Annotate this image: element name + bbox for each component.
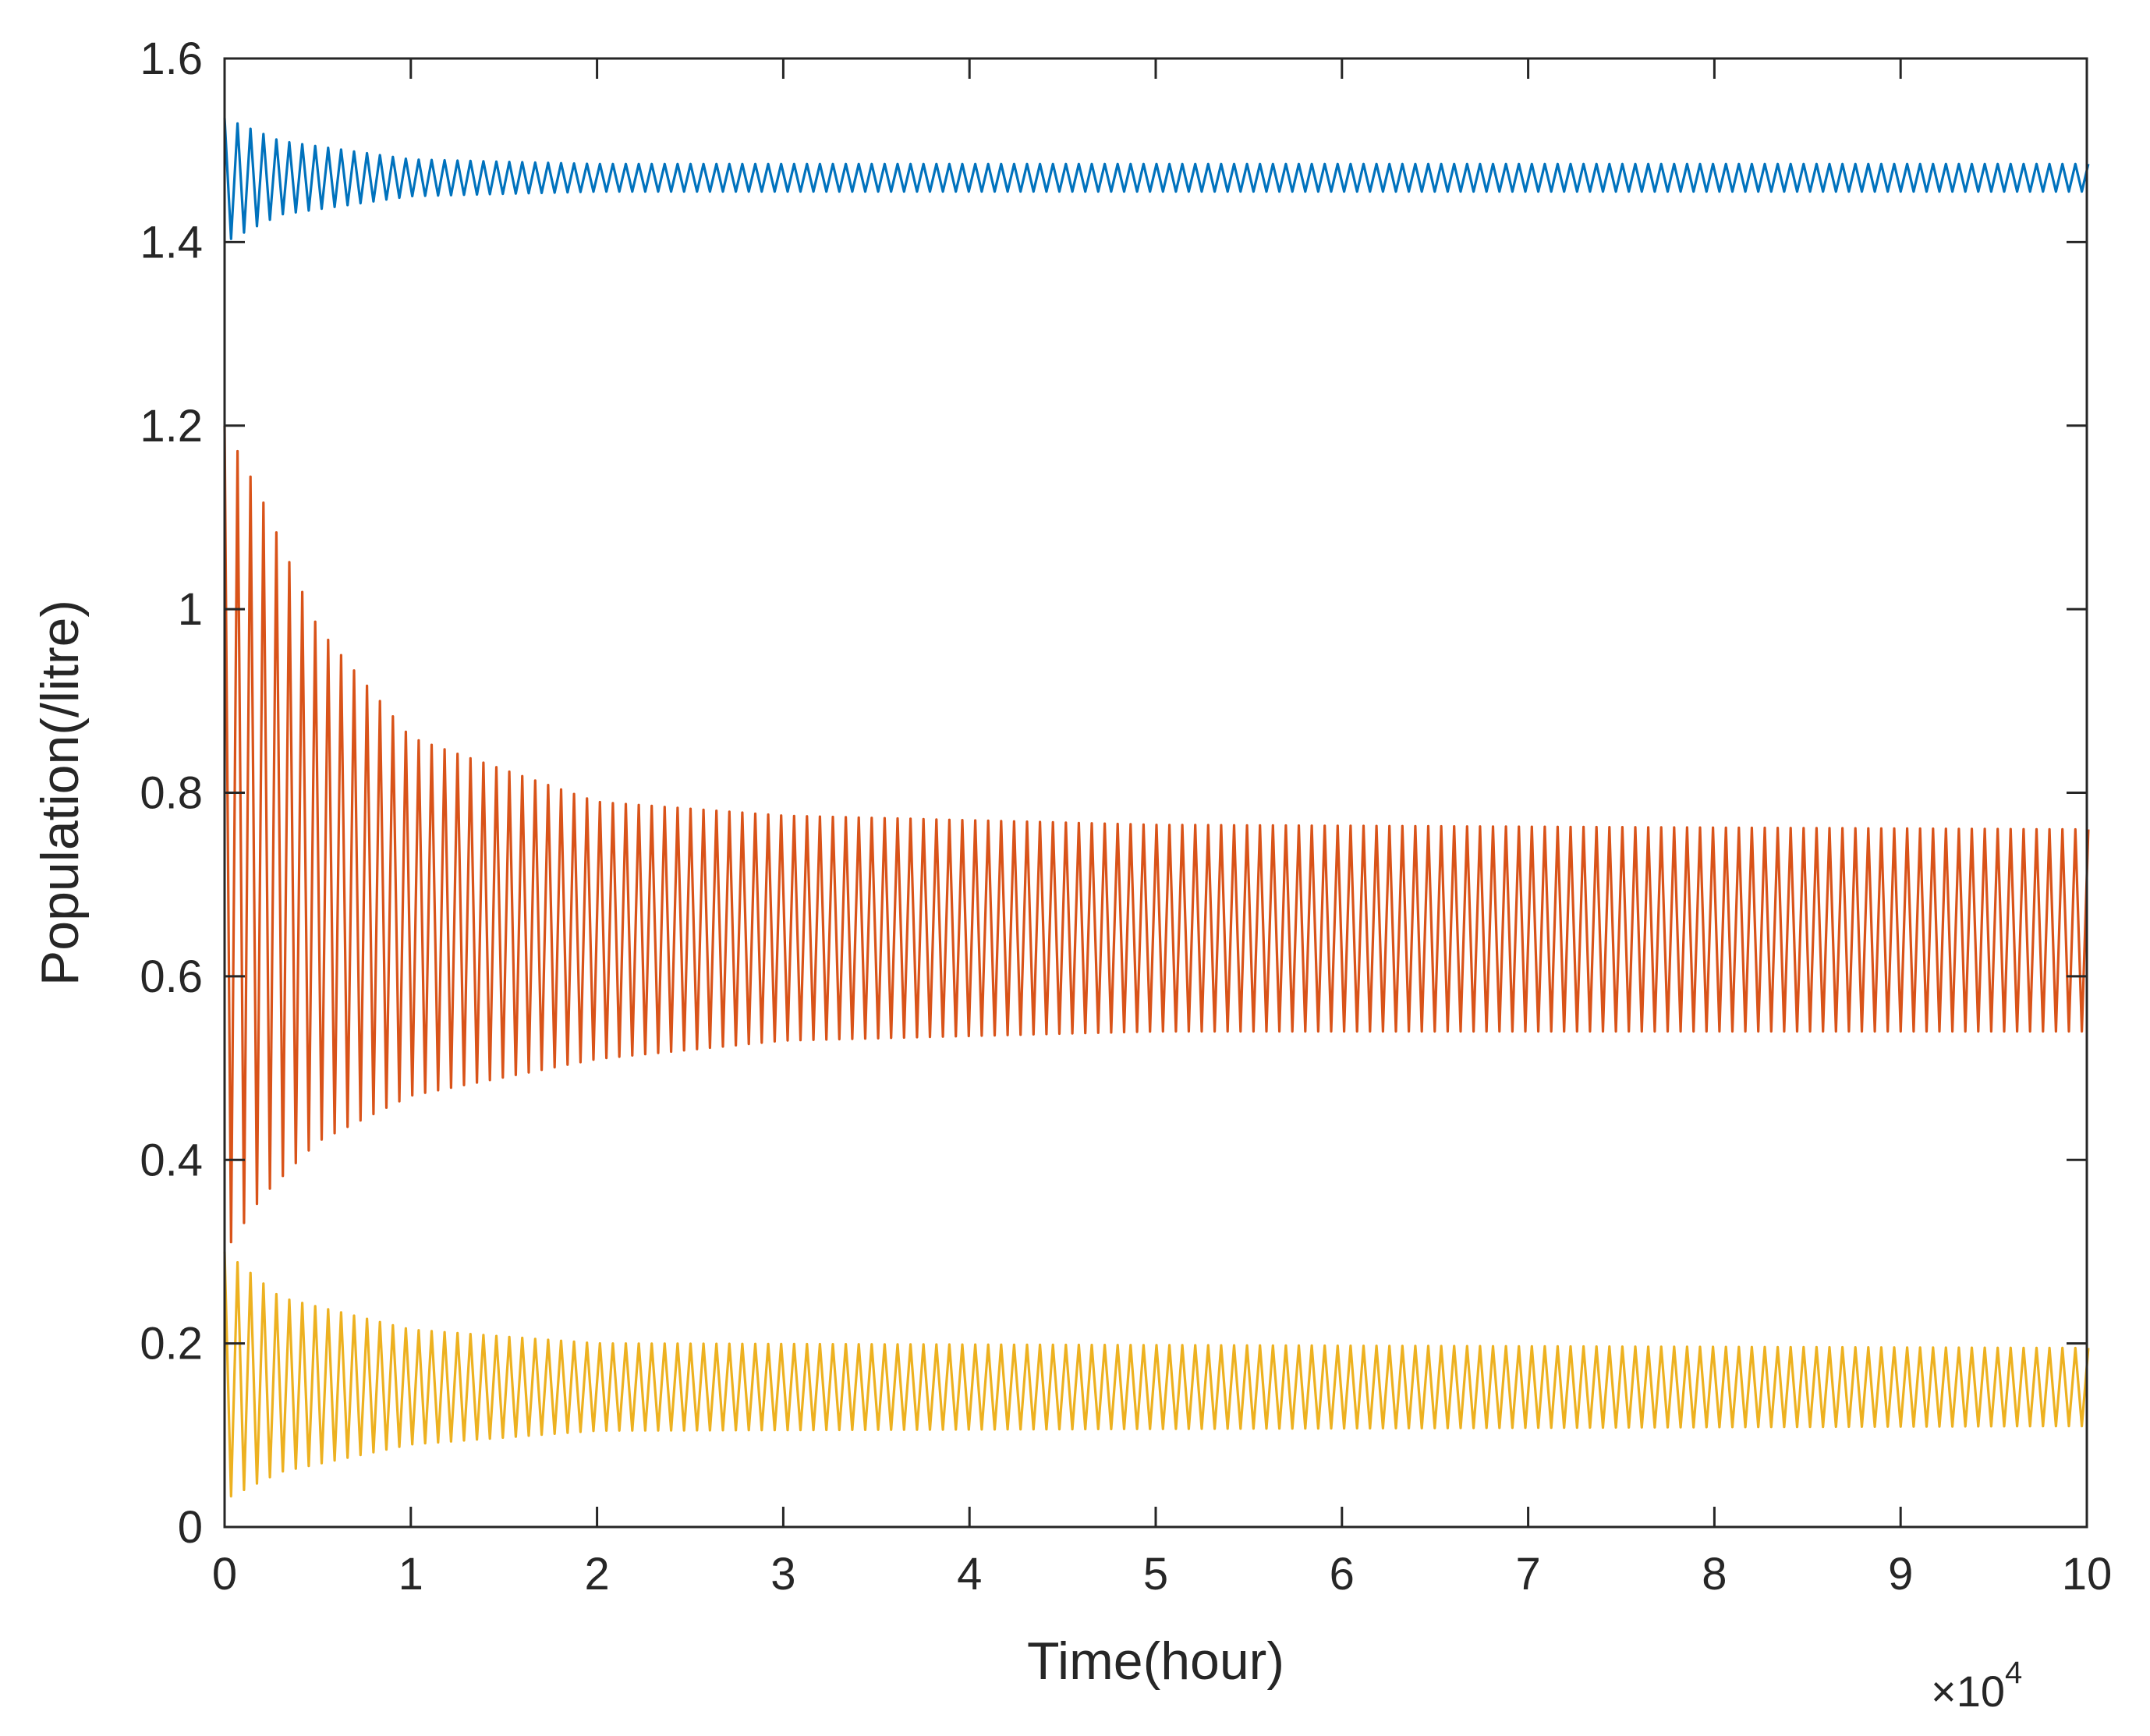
- x-exponent-base: ×10: [1931, 1667, 2005, 1716]
- series-line-3: [223, 1251, 2090, 1498]
- tick-labels: 0 1 2 3 4 5 6 7 8 9 10 0 0.2 0.4 0.6 0.8 1 1.2 1.4 1.6: [140, 34, 2112, 1600]
- y-tick-label: 0.4: [140, 1135, 203, 1185]
- y-tick-label: 0: [178, 1502, 203, 1553]
- x-tick-label: 7: [1515, 1549, 1540, 1600]
- x-tick-label: 2: [584, 1549, 609, 1600]
- x-tick-label: 3: [770, 1549, 795, 1600]
- series-line-1: [223, 118, 2090, 240]
- y-tick-label: 1.4: [140, 217, 203, 267]
- x-tick-label: 4: [957, 1549, 982, 1600]
- plot-lines: [223, 118, 2090, 1498]
- x-exponent-power: 4: [2005, 1656, 2022, 1690]
- x-exponent-label: ×104: [1931, 1656, 2022, 1716]
- y-tick-label: 1.6: [140, 34, 203, 84]
- y-tick-label: 1: [178, 584, 203, 635]
- y-tick-label: 0.8: [140, 768, 203, 819]
- x-tick-label: 0: [212, 1549, 237, 1600]
- series-line-2: [223, 425, 2090, 1244]
- x-tick-label: 10: [2062, 1549, 2113, 1600]
- x-tick-label: 6: [1330, 1549, 1355, 1600]
- x-tick-label: 9: [1888, 1549, 1913, 1600]
- x-tick-label: 1: [398, 1549, 423, 1600]
- y-axis-label: Population(/litre): [30, 600, 90, 986]
- ticks: [223, 57, 2088, 1529]
- y-tick-label: 1.2: [140, 401, 203, 452]
- y-tick-label: 0.2: [140, 1319, 203, 1369]
- y-tick-label: 0.6: [140, 951, 203, 1002]
- x-axis-label: Time(hour): [1027, 1631, 1284, 1691]
- x-tick-label: 8: [1702, 1549, 1727, 1600]
- x-tick-label: 5: [1143, 1549, 1168, 1600]
